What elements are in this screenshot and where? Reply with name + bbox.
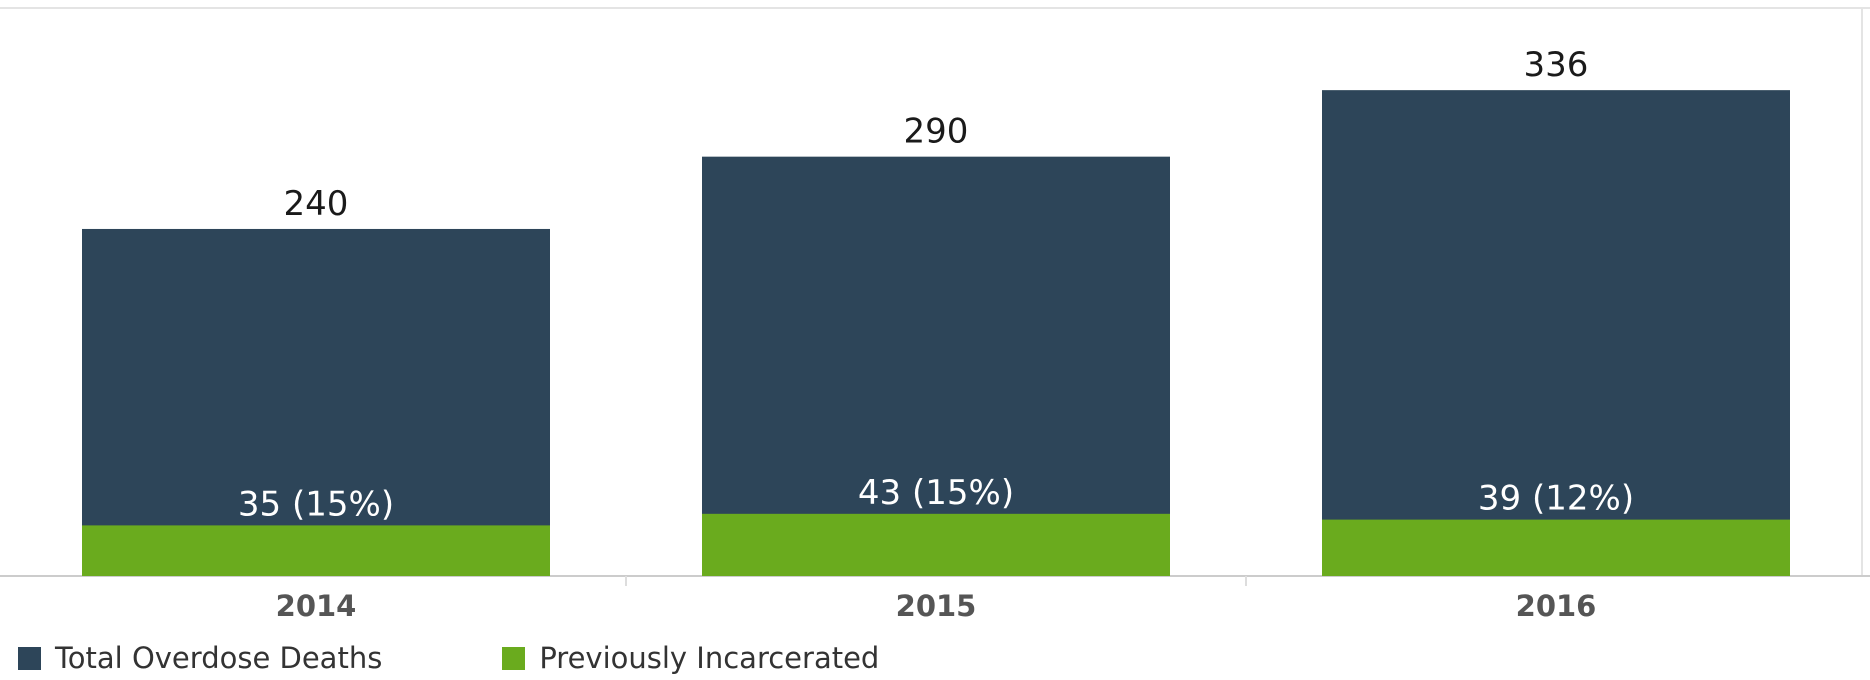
x-tick-label-2016: 2016 <box>1516 589 1597 623</box>
incarcerated-value-label-2015: 43 (15%) <box>858 473 1014 513</box>
legend-swatch-incarcerated <box>502 646 526 670</box>
total-value-label-2014: 240 <box>284 184 349 224</box>
legend-label-total: Total Overdose Deaths <box>55 641 383 675</box>
legend-item-total: Total Overdose Deaths <box>18 641 382 675</box>
bar-incarcerated-2016 <box>1322 519 1790 576</box>
legend: Total Overdose Deaths Previously Incarce… <box>18 640 999 676</box>
total-value-label-2016: 336 <box>1524 45 1589 85</box>
bars-group <box>82 90 1790 577</box>
bar-total-2016 <box>1322 90 1790 577</box>
bar-total-2014 <box>82 228 550 576</box>
bar-incarcerated-2014 <box>82 525 550 576</box>
total-value-label-2015: 290 <box>904 112 969 152</box>
legend-swatch-total <box>18 646 41 670</box>
legend-item-incarcerated: Previously Incarcerated <box>502 641 879 675</box>
labels-group: 240 35 (15%) 2014 290 43 (15%) 2015 336 39 (12%… <box>238 45 1634 623</box>
bar-chart-plot: 240 35 (15%) 2014 290 43 (15%) 2015 336 39 (12%… <box>0 7 1870 623</box>
bar-incarcerated-2015 <box>702 513 1170 576</box>
incarcerated-value-label-2014: 35 (15%) <box>238 484 394 524</box>
bar-total-2015 <box>702 156 1170 576</box>
incarcerated-value-label-2016: 39 (12%) <box>1478 479 1634 519</box>
legend-label-incarcerated: Previously Incarcerated <box>539 641 880 675</box>
x-tick-label-2015: 2015 <box>896 589 977 623</box>
x-tick-label-2014: 2014 <box>276 589 357 623</box>
